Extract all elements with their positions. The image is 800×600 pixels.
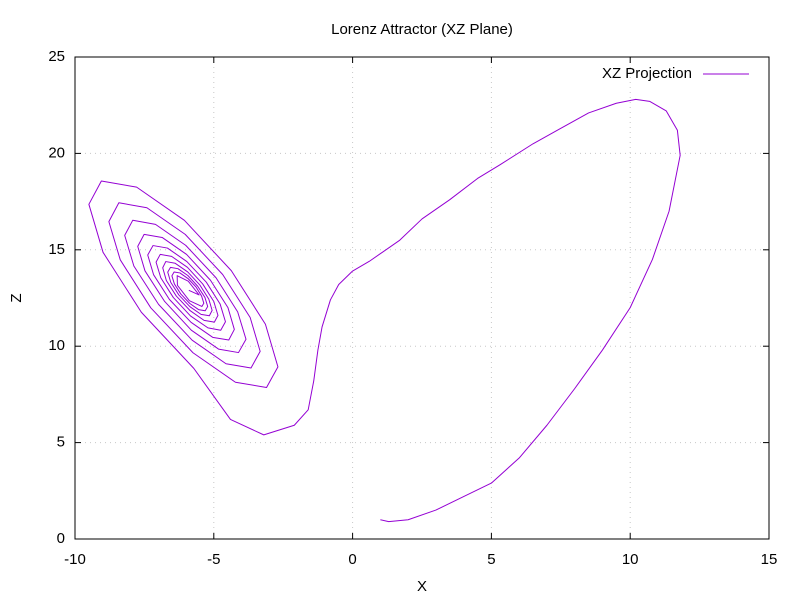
- y-tick-label: 15: [48, 241, 65, 258]
- x-tick-label: 0: [348, 551, 356, 568]
- x-tick-label: 15: [761, 551, 778, 568]
- x-tick-label: 5: [487, 551, 495, 568]
- y-tick-label: 20: [48, 144, 65, 161]
- x-tick-label: -10: [64, 551, 86, 568]
- y-tick-label: 25: [48, 48, 65, 65]
- y-tick-label: 0: [57, 530, 65, 547]
- x-axis-label: X: [417, 578, 427, 595]
- chart-title: Lorenz Attractor (XZ Plane): [331, 21, 513, 38]
- y-tick-label: 5: [57, 434, 65, 451]
- y-tick-label: 10: [48, 337, 65, 354]
- x-tick-label: 10: [622, 551, 639, 568]
- plot-frame: [74, 56, 770, 540]
- legend-label: XZ Projection: [602, 65, 692, 82]
- y-axis-label: Z: [8, 293, 25, 302]
- x-tick-label: -5: [207, 551, 220, 568]
- series-line: [88, 98, 681, 523]
